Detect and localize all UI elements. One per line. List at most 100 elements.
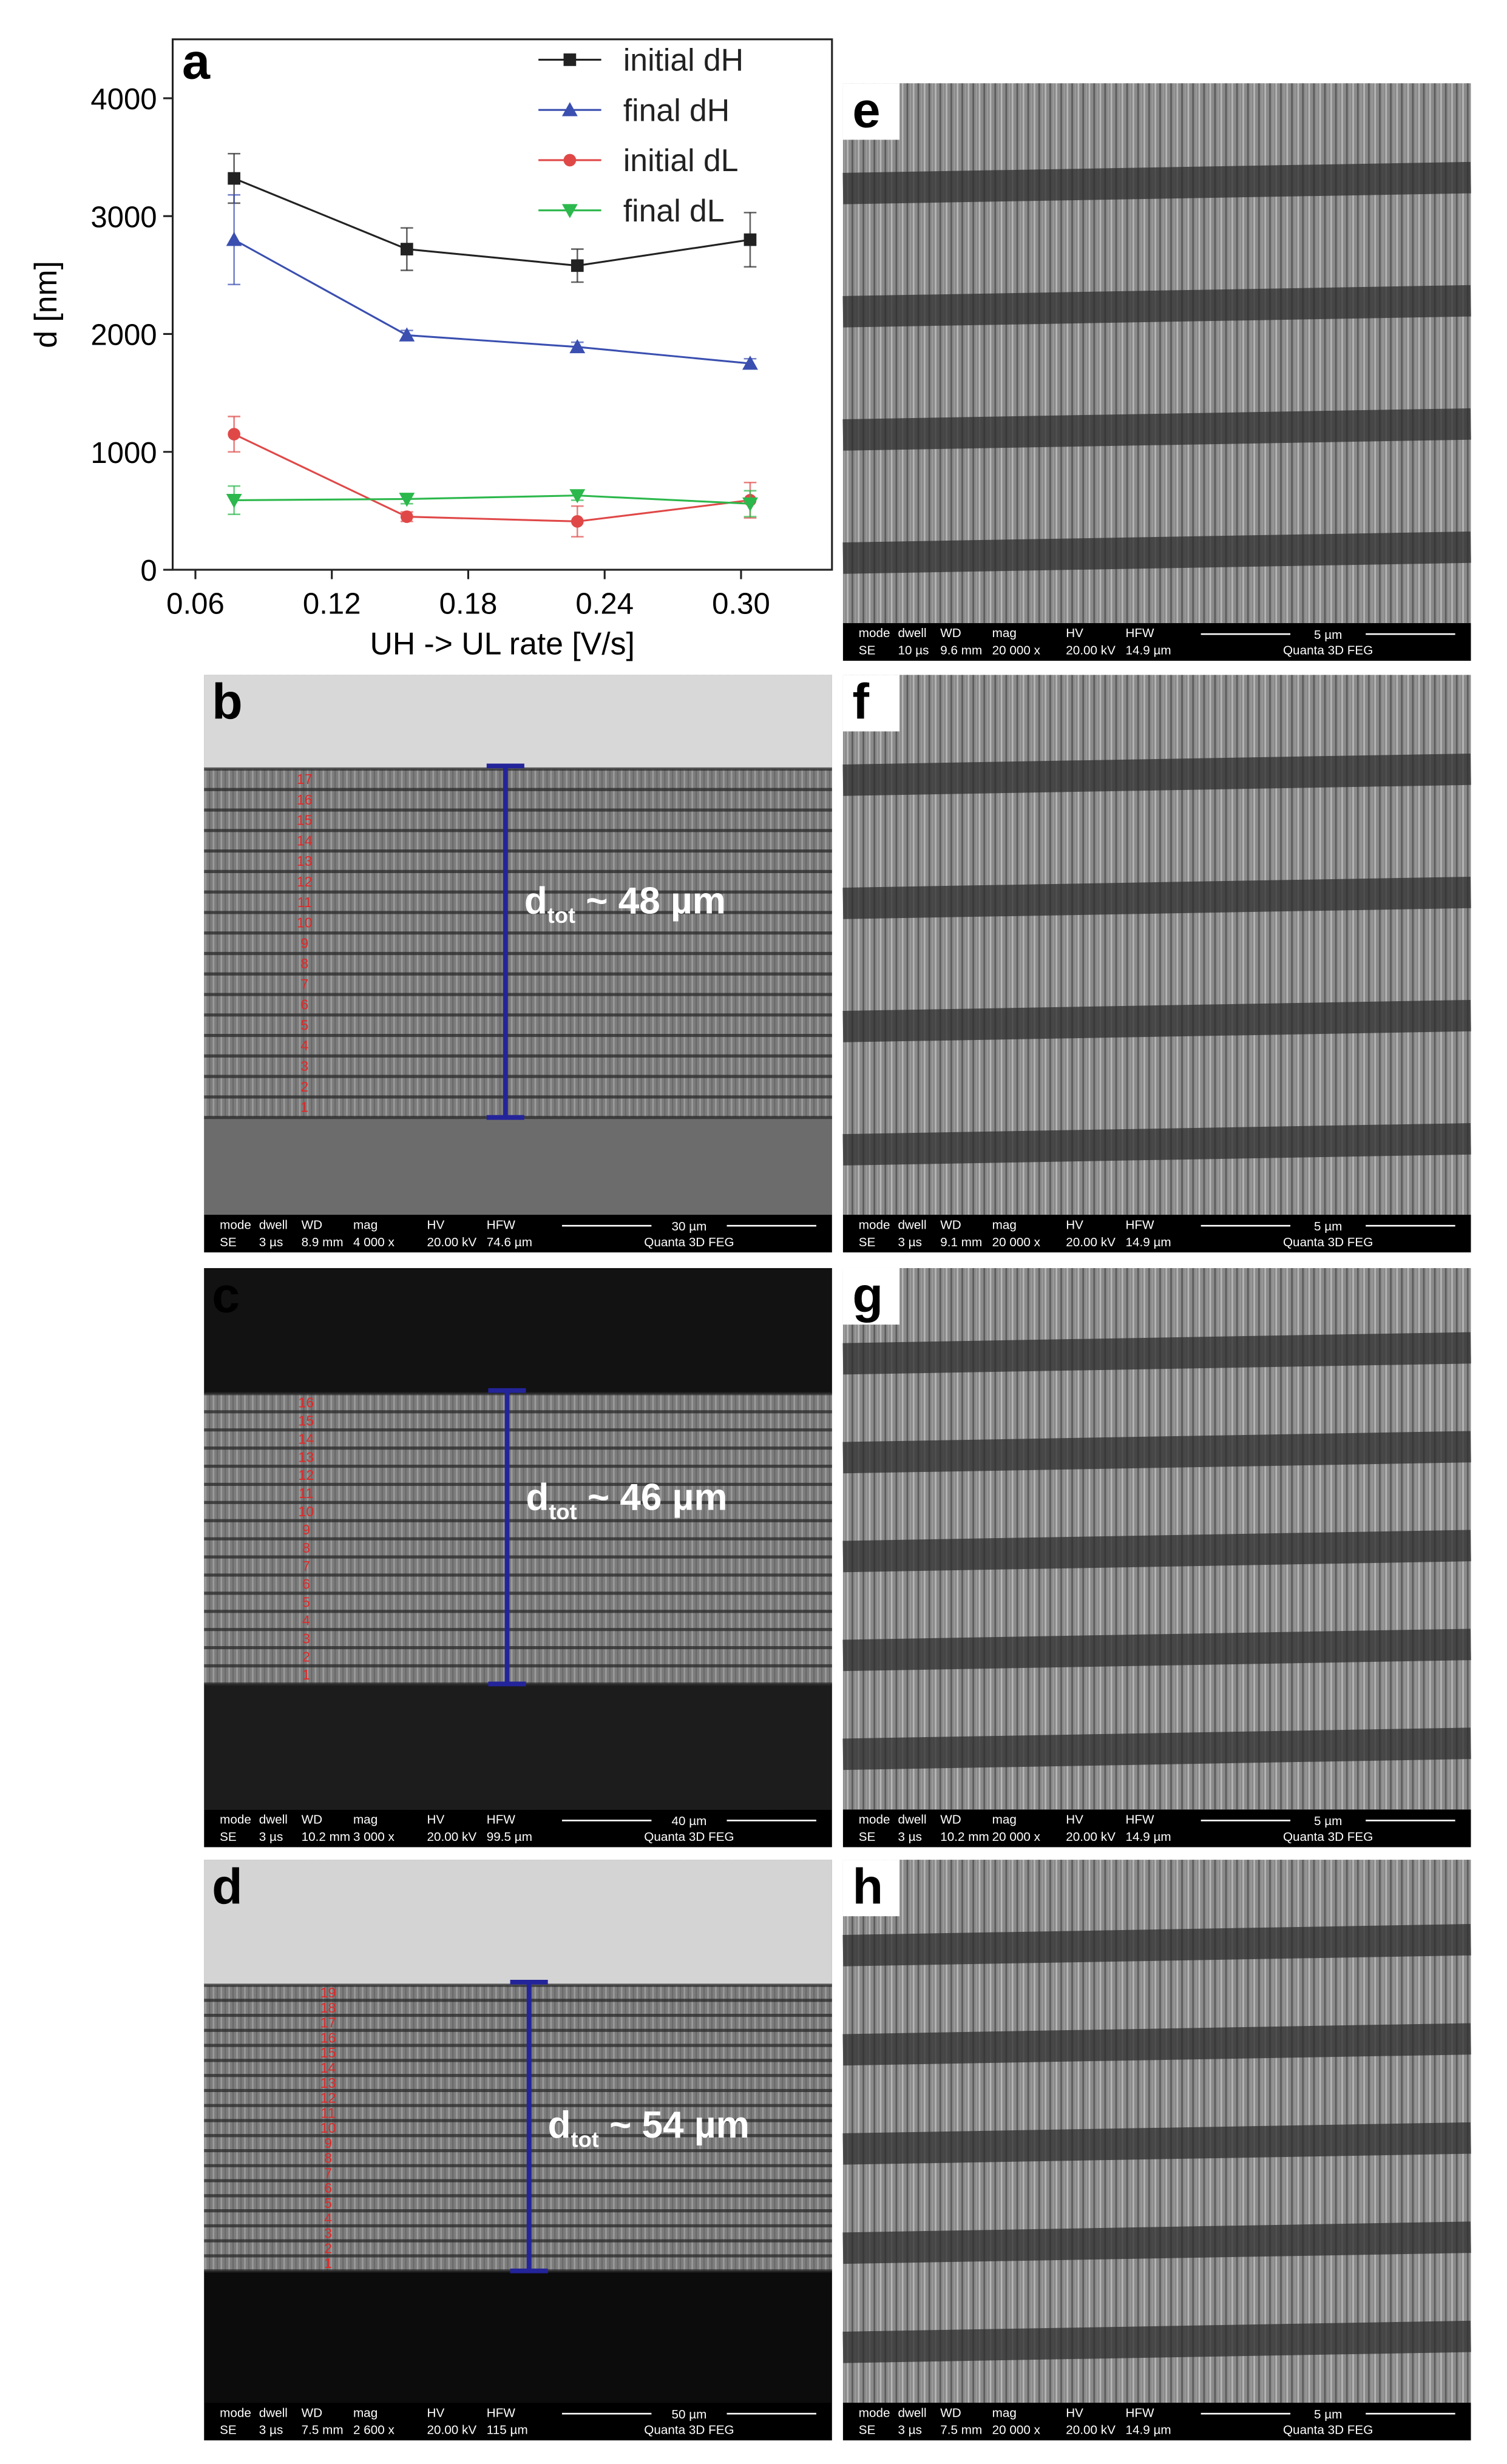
layer-number: 3 [324,2226,332,2241]
info-value: 10.2 mm [302,1830,350,1844]
x-tick-label: 0.06 [166,587,225,620]
y-tick-label: 3000 [90,201,157,234]
series-line [233,433,751,522]
info-header: HFW [1125,2406,1154,2420]
layer-number: 1 [300,1099,308,1115]
info-header: mode [220,1218,251,1232]
info-value: SE [859,1235,876,1249]
info-value: SE [859,644,876,658]
panel-label: g [852,1266,883,1323]
layer-number: 10 [320,2120,336,2136]
info-bar [842,623,1471,661]
scale-label-bg [1290,1811,1366,1829]
dark-layer [842,1923,1471,1966]
panel-label-box [842,83,900,140]
info-value: 14.9 µm [1125,1830,1171,1844]
series-line [234,177,751,267]
info-value: 74.6 µm [487,1235,532,1249]
data-point [399,493,415,507]
layer-number: 19 [320,1985,336,2000]
info-value: 20.00 kV [427,1830,477,1844]
annotation-symbol: d [524,880,547,922]
info-header: mode [859,1813,890,1827]
info-bar [842,1215,1471,1253]
panel-label: h [852,1858,883,1915]
layer-number: 15 [320,2045,336,2061]
info-header: HFW [487,1218,516,1232]
panel-label: c [212,1266,240,1323]
info-value: 3 µs [259,1235,283,1249]
info-value: 14.9 µm [1125,644,1171,658]
data-point [742,356,758,370]
scale-label-bg [651,2404,727,2422]
instrument: Quanta 3D FEG [1283,2423,1373,2437]
instrument: Quanta 3D FEG [1283,1235,1373,1249]
layer-number: 4 [324,2210,332,2226]
sem-bottom-region [204,1684,832,1810]
info-value: 7.5 mm [302,2423,344,2437]
info-header: HV [427,1813,445,1827]
layer-number: 16 [297,792,313,808]
layer-number: 14 [297,832,313,848]
dark-layer [842,2320,1471,2363]
layer-number: 9 [300,935,308,951]
layer-number: 5 [302,1595,310,1610]
info-header: HV [427,1218,445,1232]
layer-number: 2 [300,1079,308,1095]
instrument: Quanta 3D FEG [644,1235,734,1249]
data-point [226,494,242,508]
info-value: 14.9 µm [1125,1235,1171,1249]
annotation-value: ~ 46 µm [577,1476,728,1518]
legend-marker [563,154,577,167]
dark-layer [842,1530,1471,1573]
info-header: mag [992,626,1017,640]
scale-label-bg [1290,1216,1366,1234]
layer-number: 16 [320,2030,336,2045]
info-value: 20 000 x [992,1830,1041,1844]
layer-number: 12 [298,1467,314,1483]
info-bar [842,2402,1471,2441]
info-bar [204,1809,832,1848]
panel-label: e [852,82,880,138]
layer-number: 7 [300,976,308,992]
y-tick-label: 1000 [90,437,157,470]
layer-number: 14 [320,2060,336,2076]
info-header: mode [220,2406,251,2420]
scale-label-bg [1290,2404,1366,2422]
layer-number: 1 [302,1667,310,1683]
info-value: 115 µm [487,2423,528,2437]
scale-label-bg [651,1216,727,1234]
x-tick-label: 0.30 [712,587,770,620]
layer-number: 2 [302,1649,310,1664]
info-value: 10.2 mm [940,1830,989,1844]
panel-label-box [842,1267,900,1325]
data-point [742,497,758,512]
info-header: mag [992,2406,1017,2420]
info-header: mag [353,2406,378,2420]
info-value: 20.00 kV [427,1235,477,1249]
info-header: HFW [1125,1218,1154,1232]
instrument: Quanta 3D FEG [644,1830,734,1844]
scale-label: 5 µm [1314,1814,1342,1828]
layer-number: 12 [297,874,313,889]
scale-label: 50 µm [671,2408,706,2422]
data-point [400,510,413,523]
info-value: 3 000 x [353,1830,395,1844]
legend-label: final dH [623,92,730,127]
info-value: 20.00 kV [1066,1235,1116,1249]
info-value: 3 µs [898,2423,922,2437]
info-header: WD [302,1813,322,1827]
y-axis-label: d [nm] [28,261,63,348]
scale-label-bg [1290,624,1366,642]
scale-label: 5 µm [1314,2408,1342,2422]
plot-frame [171,38,833,571]
info-value: 9.6 mm [940,644,982,658]
info-header: WD [940,1218,961,1232]
info-value: 3 µs [259,1830,283,1844]
info-value: 3 µs [898,1235,922,1249]
layer-number: 4 [300,1038,308,1053]
info-header: HV [1066,1813,1083,1827]
info-header: HFW [487,1813,516,1827]
instrument: Quanta 3D FEG [1283,1830,1373,1844]
thickness-annotation: dtot ~ 48 µm [524,880,726,928]
